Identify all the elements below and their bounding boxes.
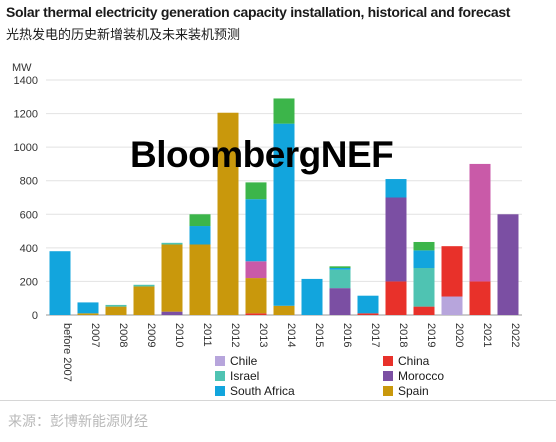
legend-label-israel: Israel	[230, 369, 260, 383]
bar-segment	[245, 313, 267, 315]
bar-segment	[441, 296, 463, 315]
legend-label-south-africa: South Africa	[230, 384, 295, 398]
bar-segment	[497, 214, 519, 315]
bar-segment	[385, 281, 407, 315]
bar-segment	[329, 266, 351, 268]
bar-segment	[217, 112, 239, 315]
bar-segment	[189, 214, 211, 227]
bar-segment	[357, 313, 379, 315]
x-tick-label: 2012	[229, 323, 241, 347]
legend-item-morocco: Morocco	[383, 369, 444, 383]
x-tick-label: 2013	[257, 323, 269, 347]
chart-legend: Chile China Israel Morocco South Africa …	[207, 354, 497, 398]
bar-segment	[161, 244, 183, 312]
legend-item-china: China	[383, 354, 429, 368]
legend-label-morocco: Morocco	[398, 369, 445, 383]
x-tick-label: 2007	[89, 323, 101, 347]
y-tick-label: 1000	[14, 142, 38, 154]
bar-segment	[469, 163, 491, 282]
bar-segment	[329, 268, 351, 270]
bar-segment	[245, 261, 267, 279]
legend-swatch-morocco	[383, 371, 393, 381]
bar-segment	[357, 295, 379, 314]
legend-label-chile: Chile	[230, 354, 258, 368]
legend-swatch-chile	[215, 356, 225, 366]
x-tick-label: 2010	[173, 323, 185, 347]
y-tick-label: 0	[32, 310, 38, 322]
bar-segment	[245, 182, 267, 200]
bar-segment	[133, 284, 155, 287]
bar-segment	[413, 306, 435, 315]
x-tick-label: 2022	[509, 323, 521, 347]
x-tick-label: 2020	[453, 323, 465, 347]
legend-swatch-spain	[383, 386, 393, 396]
bar-segment	[161, 311, 183, 315]
bar-segment	[273, 305, 295, 315]
bar-segment	[189, 226, 211, 245]
x-tick-label: 2021	[481, 323, 493, 347]
bar-segment	[273, 123, 295, 306]
bar-segment	[105, 306, 127, 315]
chart-title: Solar thermal electricity generation cap…	[6, 4, 511, 20]
stacked-bar-chart: 0 200 400 600 800 1000 1200 1400 before 2007 2007…	[14, 75, 522, 382]
bar-segment	[49, 251, 71, 315]
x-tick-label: 2019	[425, 323, 437, 347]
bar-segment	[329, 288, 351, 315]
y-tick-label: 800	[20, 176, 38, 188]
legend-item-chile: Chile	[215, 354, 257, 368]
legend-item-spain: Spain	[383, 384, 429, 398]
legend-label-china: China	[398, 354, 430, 368]
bar-segment	[413, 250, 435, 268]
legend-swatch-south-africa	[215, 386, 225, 396]
bar-segment	[189, 244, 211, 315]
bar-segment	[273, 98, 295, 124]
bar-segment	[441, 246, 463, 297]
x-tick-label: 2017	[369, 323, 381, 347]
x-tick-label: before 2007	[61, 323, 73, 382]
bar-segment	[413, 268, 435, 307]
y-tick-label: 1200	[14, 109, 38, 121]
legend-swatch-china	[383, 356, 393, 366]
bar-segment	[469, 281, 491, 315]
bar-segment	[329, 269, 351, 289]
x-tick-label: 2008	[117, 323, 129, 347]
y-tick-label: 1400	[14, 75, 38, 87]
bar-segment	[245, 199, 267, 262]
x-tick-label: 2015	[313, 323, 325, 347]
bar-segment	[77, 302, 99, 314]
x-tick-label: 2014	[285, 323, 297, 347]
bar-segment	[133, 286, 155, 315]
bar-segment	[301, 278, 323, 315]
y-tick-label: 400	[20, 243, 38, 255]
x-tick-label: 2018	[397, 323, 409, 347]
brand-watermark: BloombergNEF	[130, 134, 394, 175]
y-tick-label: 600	[20, 209, 38, 221]
legend-item-israel: Israel	[215, 369, 259, 383]
legend-swatch-israel	[215, 371, 225, 381]
chart-subtitle: 光热发电的历史新增装机及未来装机预测	[6, 27, 241, 42]
bar-segment	[385, 197, 407, 282]
legend-label-spain: Spain	[398, 384, 429, 398]
x-tick-label: 2009	[145, 323, 157, 347]
bar-segment	[77, 313, 99, 315]
y-axis-unit: MW	[12, 62, 32, 74]
bar-segment	[413, 241, 435, 251]
bar-segment	[245, 278, 267, 314]
x-tick-label: 2016	[341, 323, 353, 347]
source-note: 来源：彭博新能源财经	[8, 413, 148, 429]
legend-item-south-africa: South Africa	[215, 384, 295, 398]
y-tick-label: 200	[20, 276, 38, 288]
bar-segment	[105, 304, 127, 307]
bar-segment	[385, 179, 407, 198]
bar-segment	[161, 242, 183, 245]
footer-divider	[0, 400, 556, 401]
x-tick-label: 2011	[201, 323, 213, 347]
